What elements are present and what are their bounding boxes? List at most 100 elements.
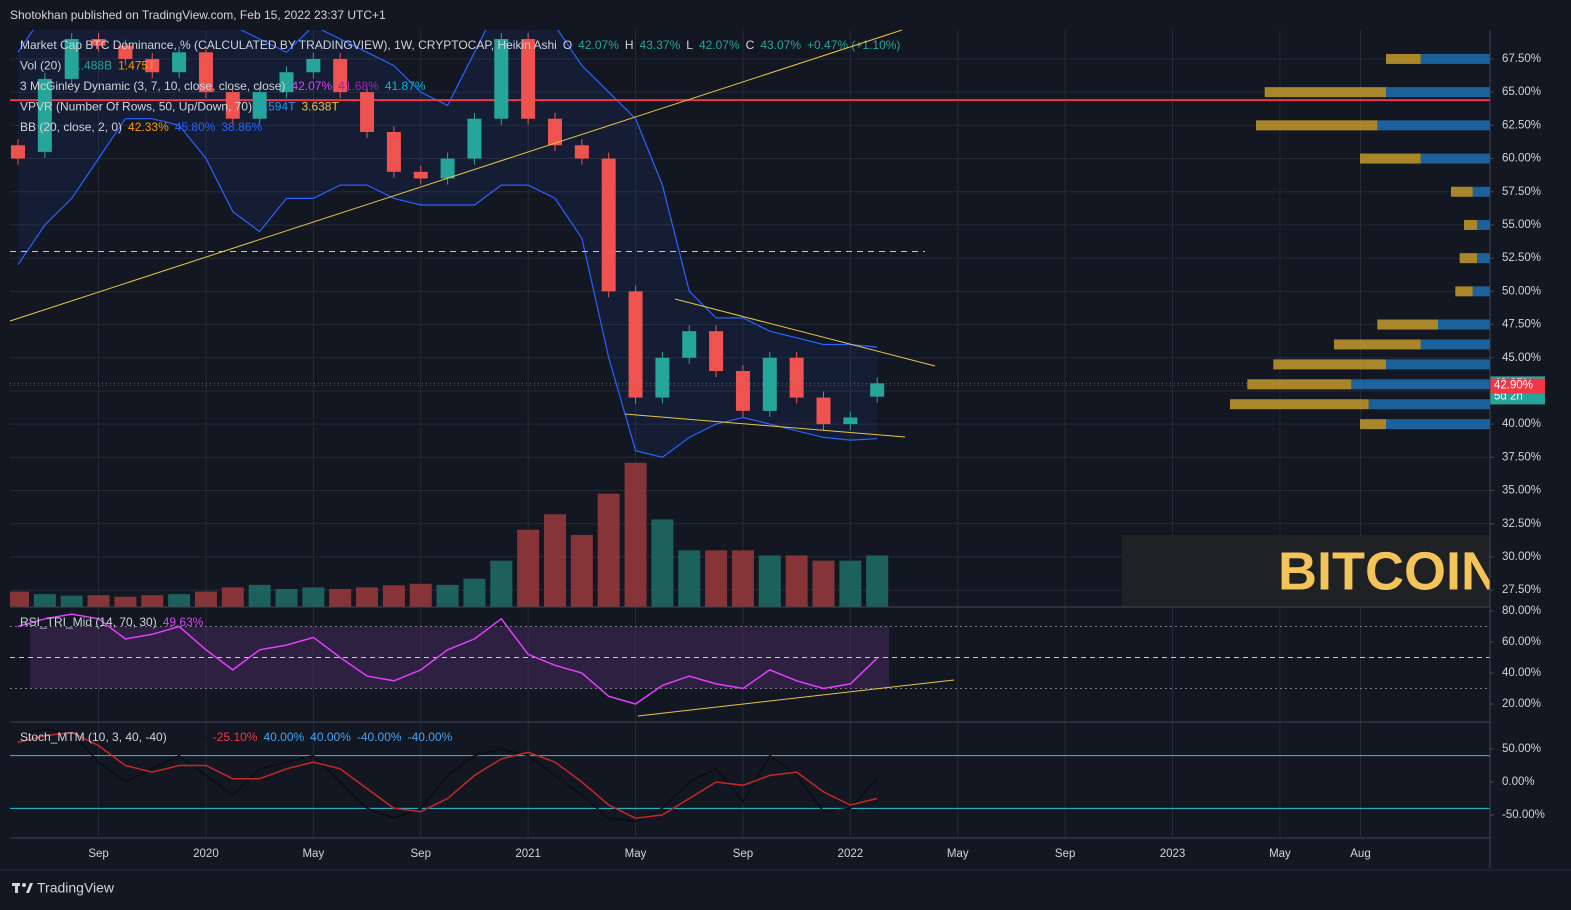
volume-bar	[839, 560, 862, 607]
x-tick-label: 2023	[1160, 848, 1186, 860]
profile-up	[1477, 253, 1490, 264]
candle-body	[709, 331, 724, 372]
x-tick-label: May	[947, 848, 969, 860]
legend-part: L	[686, 38, 693, 52]
profile-down	[1459, 253, 1477, 264]
y-tick-label: 20.00%	[1502, 698, 1541, 710]
volume-bar	[114, 596, 137, 607]
legend-part: +0.47% (+1.10%)	[807, 38, 900, 52]
candle-body	[386, 131, 401, 172]
y-tick-label: 37.50%	[1502, 451, 1541, 463]
y-tick-label: 50.00%	[1502, 285, 1541, 297]
candle-body	[521, 39, 536, 119]
volume-bar	[544, 514, 566, 607]
legend-part: Market Cap BTC Dominance, % (CALCULATED …	[20, 38, 557, 52]
x-tick-label: Sep	[733, 848, 753, 860]
legend-part: 43.37%	[640, 38, 681, 52]
legend-part: 2.594T	[258, 100, 296, 114]
legend-part: -25.10%	[213, 730, 258, 744]
volume-bar	[866, 555, 889, 607]
profile-down	[1334, 339, 1421, 350]
profile-up	[1477, 219, 1490, 230]
profile-down	[1264, 87, 1386, 98]
volume-bar	[33, 594, 56, 607]
x-tick-label: Sep	[411, 848, 431, 860]
y-tick-label: 30.00%	[1502, 551, 1541, 563]
candle-body	[494, 39, 509, 119]
legend-part: 41.87%	[385, 79, 426, 93]
profile-up	[1386, 87, 1490, 98]
volume-bar	[436, 584, 459, 607]
candle-body	[64, 39, 79, 79]
profile-down	[1247, 379, 1352, 390]
legend-part: 42.07%	[578, 38, 619, 52]
logo-part	[26, 883, 33, 893]
logo-part	[15, 883, 18, 893]
y-tick-label: 52.50%	[1502, 252, 1541, 264]
legend-part: 49.63%	[163, 615, 204, 629]
candle-body	[333, 58, 348, 93]
legend-part: -40.00%	[357, 730, 402, 744]
volume-bar	[812, 560, 835, 607]
volume-bar	[785, 555, 808, 607]
candle-body	[870, 383, 885, 397]
x-tick-label: 2020	[193, 848, 219, 860]
candle-body	[655, 357, 670, 398]
indicator-line	[17, 613, 878, 705]
y-tick-label: 27.50%	[1502, 584, 1541, 596]
volume-bar	[678, 550, 701, 607]
candle-body	[172, 52, 187, 73]
x-tick-label: Sep	[1055, 848, 1075, 860]
volume-bar	[329, 588, 352, 607]
price-tag	[1490, 378, 1545, 394]
volume-bar	[463, 578, 486, 607]
legends: Market Cap BTC Dominance, % (CALCULATED …	[20, 38, 900, 744]
profile-down	[1256, 120, 1378, 131]
legend-line: BB (20, close, 2, 0) 42.33% 45.80% 38.86%	[20, 120, 262, 134]
legend-part: H	[625, 38, 634, 52]
volume-bar	[356, 587, 379, 607]
volume-bar	[382, 585, 405, 607]
volume-bar	[168, 594, 191, 607]
profile-down	[1273, 359, 1386, 370]
marks	[10, 30, 1490, 823]
indicator-line	[17, 728, 878, 823]
candle-body	[628, 291, 643, 398]
y-tick-label: 47.50%	[1502, 319, 1541, 331]
profile-down	[1386, 53, 1421, 64]
x-tick-label: May	[302, 848, 324, 860]
profile-up	[1386, 359, 1490, 370]
trend-line	[624, 413, 906, 438]
candle-body	[198, 52, 213, 93]
y-tick-label: 60.00%	[1502, 153, 1541, 165]
volume-bar	[248, 584, 271, 607]
volume-bar	[597, 493, 620, 607]
legend-part: 42.07%	[699, 38, 740, 52]
y-tick-label: 50.00%	[1502, 743, 1541, 755]
volume-bar	[302, 587, 325, 607]
legend-part: BB (20, close, 2, 0)	[20, 120, 122, 134]
candle-body	[574, 145, 589, 159]
legend-part: 43.07%	[760, 38, 801, 52]
profile-up	[1386, 419, 1490, 430]
price-pane	[10, 30, 1490, 458]
indicator-line	[17, 731, 878, 819]
candle-body	[440, 158, 455, 179]
candle-body	[279, 72, 294, 93]
x-tick-label: 2022	[838, 848, 864, 860]
legend-part: C	[746, 38, 755, 52]
volume-bar	[87, 595, 110, 607]
profile-up	[1351, 379, 1490, 390]
profile-up	[1420, 153, 1490, 164]
legend-part: 40.00%	[310, 730, 351, 744]
legend-part: Vol (20)	[20, 59, 61, 73]
profile-up	[1472, 286, 1490, 297]
y-tick-label: 32.50%	[1502, 518, 1541, 530]
legend-part: 45.80%	[175, 120, 216, 134]
profile-up	[1420, 53, 1490, 64]
legend-part: 3 McGinley Dynamic (3, 7, 10, close, clo…	[20, 79, 285, 93]
x-tick-label: May	[1269, 848, 1291, 860]
bollinger-upper	[17, 30, 878, 348]
trend-lines	[9, 29, 955, 717]
y-tick-label: 45.00%	[1502, 352, 1541, 364]
